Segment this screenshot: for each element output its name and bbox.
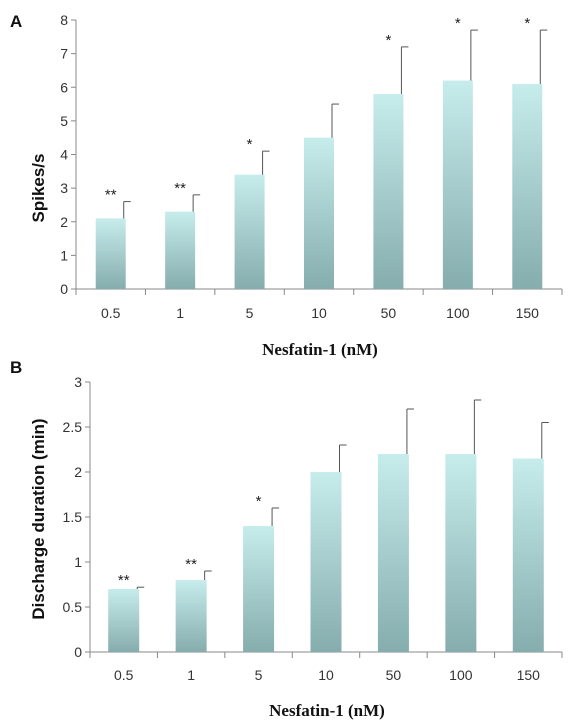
panel-a-x-tick-label: 1 [176,305,184,321]
panel-a-y-tick-label: 8 [60,12,68,28]
panel-b-significance-marker: ** [185,556,197,573]
panel-b-significance-marker: * [256,493,262,510]
panel-a-x-tick-label: 5 [246,305,254,321]
panel-a-significance-marker: * [386,32,392,49]
panel-b-y-tick-label: 1.5 [63,509,83,525]
panel-b-y-tick-label: 0 [74,644,82,660]
panel-a-bar-150 [512,83,543,289]
panel-b-y-tick-label: 2.5 [63,419,83,435]
panel-b-x-tick-label: 5 [255,667,263,683]
panel-a-y-tick-label: 5 [60,113,68,129]
panel-a-x-tick-label: 100 [446,305,470,321]
panel-b-significance-marker: ** [118,572,130,589]
panel-b-y-tick-label: 2 [74,464,82,480]
panel-a-x-tick-label: 150 [516,305,540,321]
panel-b-y-tick-label: 3 [74,374,82,390]
panel-a-bar-0.5 [95,218,126,289]
panel-a-bar-50 [373,93,404,289]
panel-a-x-tick-label: 50 [381,305,397,321]
panel-a-y-tick-label: 6 [60,79,68,95]
panel-b-x-tick-label: 10 [318,667,334,683]
panel-a: A Spikes/s Nesfatin-1 (nM) 0 1 2 3 4 5 6 7 8 0.5 *… [10,12,563,359]
panel-a-y-tick-label: 7 [60,46,68,62]
panel-a-x-tick-label: 0.5 [101,305,121,321]
panel-a-bar-1 [165,211,196,289]
panel-b-x-tick-label: 50 [386,667,402,683]
panel-a-bar-10 [304,137,334,289]
panel-b-y-axis-label: Discharge duration (min) [29,418,48,619]
panel-a-significance-marker: ** [174,180,186,197]
panel-a-y-tick-label: 4 [60,147,68,163]
panel-b-letter: B [10,358,22,377]
panel-b-x-tick-label: 150 [517,667,541,683]
panel-b-bar-10 [310,472,342,652]
panel-a-bar-100 [442,80,473,290]
panel-b-y-tick-label: 0.5 [63,599,83,615]
panel-a-significance-marker: * [524,15,530,32]
panel-b-x-axis-label: Nesfatin-1 (nM) [269,701,385,720]
panel-b-y-tick-label: 1 [74,554,82,570]
panel-a-significance-marker: ** [105,187,117,204]
panel-a-significance-marker: * [455,15,461,32]
panel-b-bar-100 [445,454,477,652]
panel-b-x-tick-label: 1 [187,667,195,683]
panel-a-y-tick-label: 3 [60,180,68,196]
panel-b-x-tick-label: 0.5 [114,667,134,683]
panel-a-x-axis-label: Nesfatin-1 (nM) [262,340,378,359]
panel-a-letter: A [10,12,22,31]
panel-a-bar-5 [234,174,265,289]
panel-b-bar-150 [512,458,544,652]
panel-b-bar-50 [377,454,409,652]
panel-a-significance-marker: * [247,136,253,153]
panel-b-bar-5 [243,526,275,652]
panel-a-x-tick-label: 10 [311,305,327,321]
panel-a-y-tick-label: 2 [60,214,68,230]
panel-b-x-tick-label: 100 [449,667,473,683]
panel-a-y-tick-label: 1 [60,247,68,263]
panel-b-bar-1 [175,580,207,652]
panel-a-y-axis-label: Spikes/s [29,154,48,223]
panel-b: B Discharge duration (min) Nesfatin-1 (n… [10,358,563,720]
panel-b-bar-0.5 [108,589,140,652]
panel-a-y-tick-label: 0 [60,281,68,297]
